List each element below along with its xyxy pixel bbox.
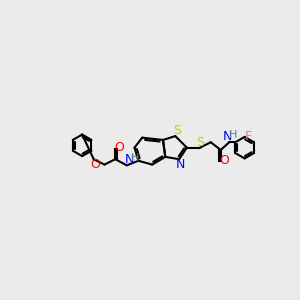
Text: N: N: [223, 130, 232, 143]
Text: O: O: [220, 154, 230, 167]
Text: N: N: [125, 154, 135, 166]
Text: F: F: [245, 130, 252, 142]
Text: H: H: [229, 130, 237, 140]
Text: O: O: [114, 141, 124, 154]
Text: S: S: [173, 124, 181, 137]
Text: O: O: [90, 158, 100, 171]
Text: S: S: [196, 136, 204, 149]
Text: N: N: [176, 158, 185, 171]
Text: H: H: [131, 153, 140, 164]
